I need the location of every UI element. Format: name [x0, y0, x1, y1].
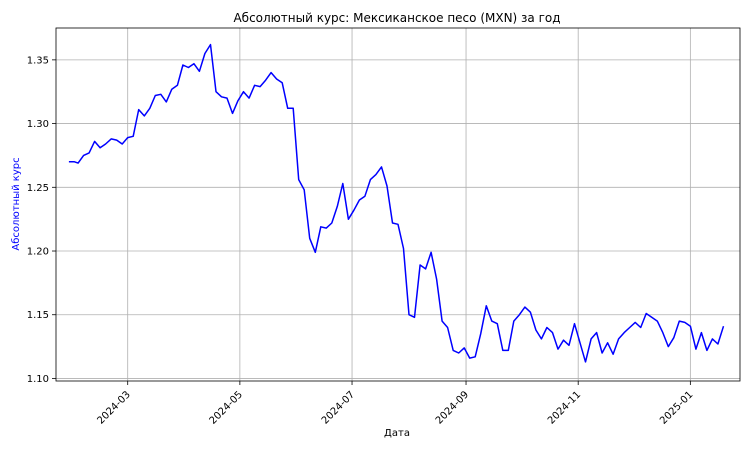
y-tick-label: 1.25 [27, 183, 49, 194]
chart-title: Абсолютный курс: Мексиканское песо (MXN)… [233, 11, 560, 25]
y-tick-label: 1.35 [27, 55, 49, 66]
y-tick-label: 1.20 [27, 247, 49, 258]
y-tick-label: 1.15 [27, 310, 49, 321]
y-tick-label: 1.10 [27, 374, 49, 385]
x-axis-label: Дата [384, 428, 410, 439]
y-axis-label: Абсолютный курс [11, 157, 22, 250]
y-tick-label: 1.30 [27, 119, 49, 130]
